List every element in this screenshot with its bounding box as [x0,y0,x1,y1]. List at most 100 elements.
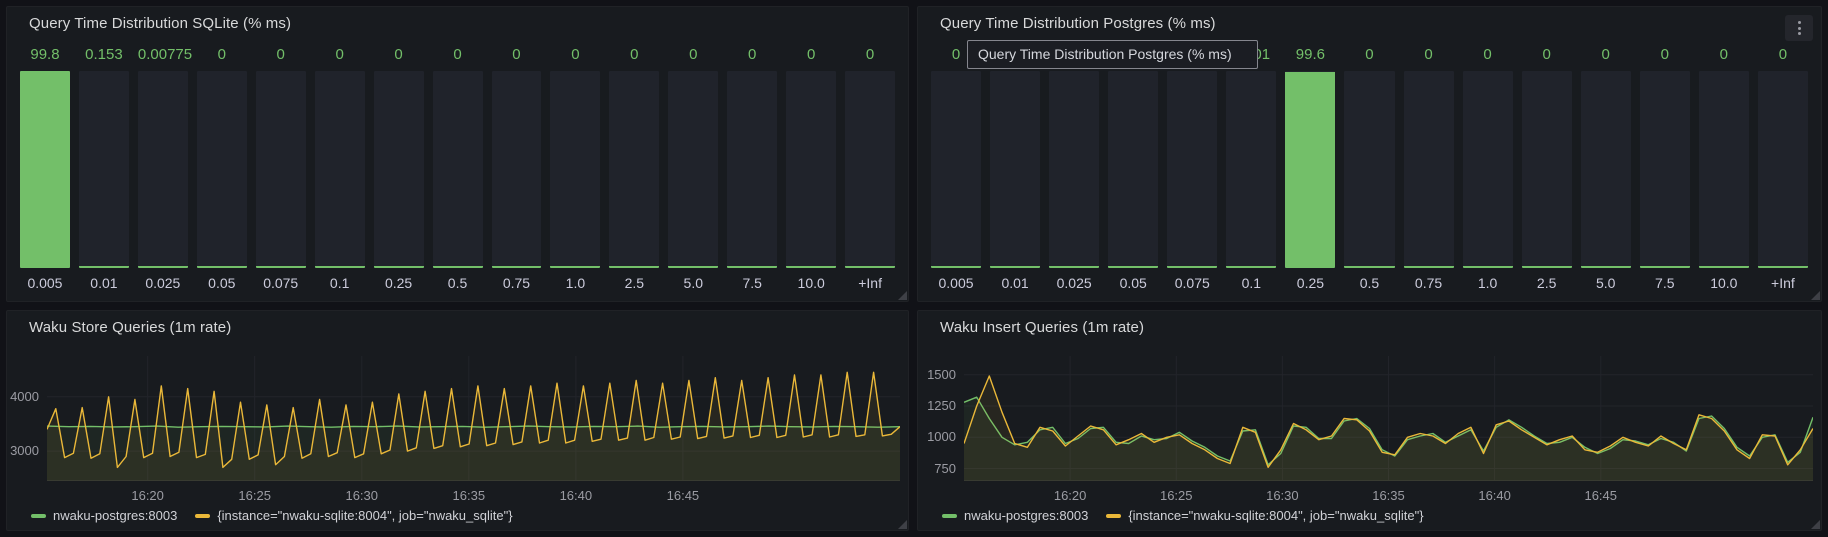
bar-gauge-chart: 0 0.005 0.01 0.025 0.05 0.075 0.401 [918,39,1821,301]
bucket-axis-label: 0.5 [447,275,468,291]
x-axis-tick: 16:20 [1053,488,1087,503]
bucket-bar [931,71,982,268]
histogram-bucket: 0 10.0 [1698,45,1749,293]
bucket-bar-fill [1403,266,1454,268]
bucket-value-label: 0 [335,46,344,63]
panel-resize-handle[interactable] [898,520,907,529]
bucket-bar-fill [1757,266,1808,268]
panel-title[interactable]: Waku Store Queries (1m rate) [29,319,232,336]
plot-area[interactable] [964,356,1813,481]
histogram-bucket: 0 0.75 [1403,45,1454,293]
histogram-bucket: 0 +Inf [845,45,896,293]
bucket-value-label: 0 [453,46,462,63]
bucket-axis-label: +Inf [1771,275,1795,291]
histogram-bucket: 0 0.075 [255,45,306,293]
histogram-bucket: 0 7.5 [1639,45,1690,293]
bucket-value-label: 0 [512,46,521,63]
bucket-value-label: 0 [276,46,285,63]
bucket-bar-fill [137,266,188,268]
bucket-bar [668,71,719,268]
bucket-bar [1757,71,1808,268]
histogram-bucket: 0.05 [1108,45,1159,293]
panel-resize-handle[interactable] [1811,291,1820,300]
histogram-bucket: 99.6 0.25 [1285,45,1336,293]
bucket-value-label: 0 [748,46,757,63]
bucket-value-label: 0 [1483,46,1492,63]
histogram-bucket: 0.401 0.1 [1226,45,1277,293]
panel-header: Waku Insert Queries (1m rate) [918,311,1821,343]
bucket-bar [550,71,601,268]
panel-menu-kebab-icon[interactable] [1785,15,1813,41]
histogram-bucket: 0.075 [1167,45,1218,293]
histogram-bucket: 0 5.0 [1580,45,1631,293]
bucket-bar-fill [432,266,483,268]
bucket-value-label: 0 [630,46,639,63]
time-series-chart: 1500 1250 1000 750 16:20 16:25 16:30 16:… [918,343,1821,530]
panel-title[interactable]: Query Time Distribution Postgres (% ms) [940,15,1216,32]
x-axis-tick: 16:35 [1372,488,1405,503]
histogram-bucket: 0 0.5 [432,45,483,293]
bucket-bar-fill [1226,266,1277,268]
bucket-value-label: 0.153 [85,46,123,63]
bucket-bar-fill [1521,266,1572,268]
y-axis-tick: 750 [934,460,956,476]
bucket-axis-label: 7.5 [742,275,762,291]
bucket-axis-label: 0.75 [502,275,531,291]
bucket-bar [196,71,247,268]
bucket-bar-fill [314,266,365,268]
bucket-bar [78,71,129,268]
bucket-axis-label: 5.0 [1595,275,1616,291]
histogram-bucket: 0 0.75 [491,45,542,293]
bucket-bar-fill [1639,266,1690,268]
bucket-value-label: 0 [217,46,226,63]
bucket-axis-label: 0.005 [27,275,63,291]
bucket-bar [1285,71,1336,268]
bucket-value-label: 0 [1424,46,1433,63]
legend-swatch-green [942,513,957,518]
panel-resize-handle[interactable] [898,291,907,300]
legend-item-postgres[interactable]: nwaku-postgres:8003 [942,508,1088,523]
bucket-value-label: 0 [1778,46,1788,63]
x-axis-tick: 16:30 [1266,488,1299,503]
panel-title[interactable]: Query Time Distribution SQLite (% ms) [29,15,292,32]
bucket-bar [373,71,424,268]
bucket-value-label: 0 [571,46,580,63]
legend-item-sqlite[interactable]: {instance="nwaku-sqlite:8004", job="nwak… [195,508,513,523]
x-axis-tick: 16:25 [238,488,271,503]
bucket-axis-label: 5.0 [683,275,704,291]
bucket-bar [1226,71,1277,268]
panel-waku-store-queries: Waku Store Queries (1m rate) 4000 3000 1… [6,310,909,531]
bucket-bar [1344,71,1395,268]
panel-resize-handle[interactable] [1811,520,1820,529]
bucket-bar-fill [1698,266,1749,268]
legend-item-sqlite[interactable]: {instance="nwaku-sqlite:8004", job="nwak… [1106,508,1424,523]
bucket-axis-label: 0.01 [1001,275,1029,291]
histogram-bucket: 0 7.5 [727,45,778,293]
bucket-axis-label: +Inf [858,275,882,291]
legend-swatch-yellow [195,513,211,518]
panel-header: Query Time Distribution SQLite (% ms) [7,7,908,39]
bucket-axis-label: 2.5 [624,275,645,291]
bucket-axis-label: 0.25 [384,275,413,291]
bucket-axis-label: 2.5 [1536,275,1557,291]
legend-item-postgres[interactable]: nwaku-postgres:8003 [31,508,177,523]
bucket-value-label: 0 [1365,46,1374,63]
bucket-bar [609,71,660,268]
bucket-bar [1108,71,1159,268]
bucket-bar-fill [845,266,896,268]
panel-title-tooltip: Query Time Distribution Postgres (% ms) [967,40,1258,69]
x-axis-tick: 16:20 [131,488,164,503]
bucket-axis-label: 0.1 [329,275,350,291]
bucket-bar-fill [727,266,778,268]
bucket-value-label: 0 [1660,46,1669,63]
bucket-axis-label: 0.25 [1296,275,1325,291]
histogram-bucket: 0 1.0 [1462,45,1513,293]
bucket-bar-fill [786,266,837,268]
bucket-bar-fill [20,71,70,268]
bucket-value-label: 0.00775 [137,46,193,63]
bucket-bar-fill [373,266,424,268]
legend: nwaku-postgres:8003 {instance="nwaku-sql… [942,508,1424,523]
bucket-axis-label: 10.0 [1710,275,1738,291]
plot-area[interactable] [47,356,900,481]
panel-title[interactable]: Waku Insert Queries (1m rate) [940,319,1145,336]
